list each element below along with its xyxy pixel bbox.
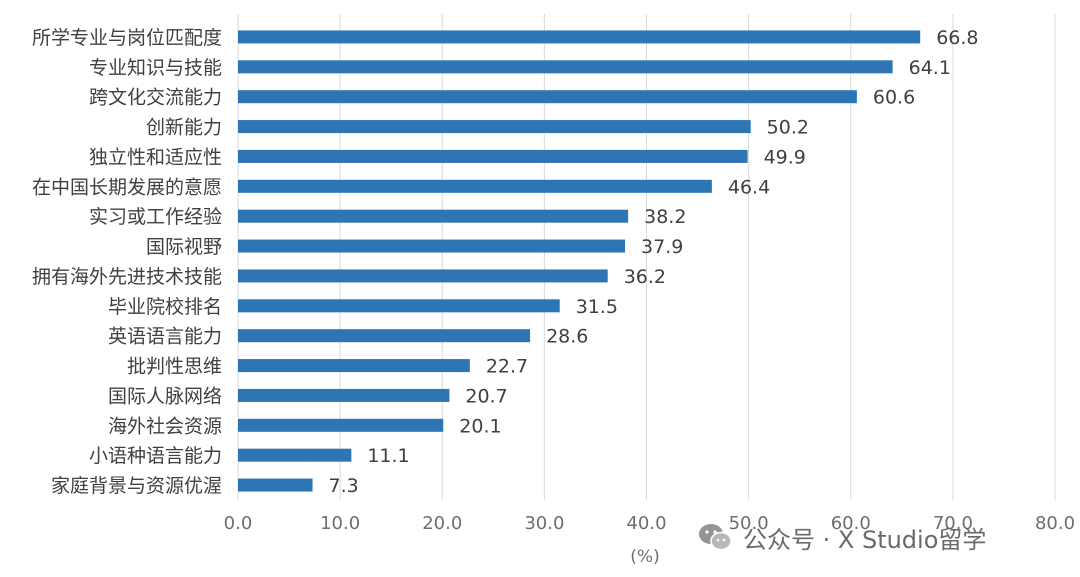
bar <box>238 120 751 134</box>
bar <box>238 30 921 44</box>
x-tick-label: 40.0 <box>626 513 666 534</box>
bar <box>238 149 748 163</box>
value-label: 46.4 <box>728 176 770 198</box>
bar <box>238 60 893 74</box>
category-label: 海外社会资源 <box>108 415 222 437</box>
category-label: 所学专业与岗位匹配度 <box>32 27 222 49</box>
category-label: 独立性和适应性 <box>89 146 222 168</box>
value-label: 20.1 <box>459 415 501 437</box>
bar <box>238 418 444 432</box>
bar <box>238 90 857 104</box>
x-tick-label: 70.0 <box>933 513 973 534</box>
category-label: 批判性思维 <box>127 356 222 378</box>
category-label: 国际人脉网络 <box>108 385 222 407</box>
value-label: 31.5 <box>576 296 618 318</box>
category-label: 在中国长期发展的意愿 <box>32 176 222 198</box>
category-label: 拥有海外先进技术技能 <box>32 266 222 288</box>
value-label: 49.9 <box>764 146 806 168</box>
bar <box>238 239 626 253</box>
bar <box>238 299 560 313</box>
bar <box>238 478 313 492</box>
value-label: 7.3 <box>329 475 359 497</box>
wechat-icon <box>699 524 732 551</box>
category-label: 国际视野 <box>146 236 222 258</box>
x-tick-label: 30.0 <box>524 513 564 534</box>
value-label: 37.9 <box>641 236 683 258</box>
value-label: 20.7 <box>465 385 507 407</box>
value-label: 11.1 <box>367 445 409 467</box>
value-label: 66.8 <box>936 27 978 49</box>
value-label: 60.6 <box>873 87 915 109</box>
value-label: 28.6 <box>546 326 588 348</box>
value-label: 22.7 <box>486 356 528 378</box>
category-label: 家庭背景与资源优渥 <box>51 475 222 497</box>
bar <box>238 329 531 343</box>
value-label: 36.2 <box>624 266 666 288</box>
watermark-text: 公众号 · X Studio留学 <box>743 525 987 554</box>
bars <box>238 30 921 492</box>
value-label: 64.1 <box>909 57 951 79</box>
x-tick-label: 10.0 <box>320 513 360 534</box>
x-axis-label: (%) <box>630 547 659 567</box>
watermark: 公众号 · X Studio留学 <box>695 515 986 559</box>
x-tick-label: 20.0 <box>422 513 462 534</box>
value-label: 38.2 <box>644 206 686 228</box>
bar <box>238 269 608 283</box>
category-label: 专业知识与技能 <box>89 57 222 79</box>
bar <box>238 448 352 462</box>
bar <box>238 359 470 373</box>
value-labels: 66.8 64.1 60.6 50.2 49.9 46.4 38.2 37.9 36.2 31.5… <box>329 27 979 497</box>
x-tick-label: 60.0 <box>831 513 871 534</box>
value-label: 50.2 <box>767 117 809 139</box>
category-label: 小语种语言能力 <box>89 445 222 467</box>
x-tick-label: 80.0 <box>1035 513 1075 534</box>
x-tick-label: 0.0 <box>224 513 253 534</box>
category-label: 英语语言能力 <box>108 326 222 348</box>
category-label: 实习或工作经验 <box>89 206 222 228</box>
bar <box>238 209 629 223</box>
x-tick-label: 50.0 <box>729 513 769 534</box>
category-label: 创新能力 <box>146 117 222 139</box>
category-labels: 所学专业与岗位匹配度专业知识与技能跨文化交流能力创新能力独立性和适应性在中国长期… <box>32 27 222 497</box>
category-label: 毕业院校排名 <box>108 296 222 318</box>
bar <box>238 179 712 193</box>
category-label: 跨文化交流能力 <box>89 87 222 109</box>
x-axis-ticks: 0.0 10.0 20.0 30.0 40.0 50.0 60.0 70.0 80.0 <box>224 513 1075 534</box>
bar <box>238 388 450 402</box>
